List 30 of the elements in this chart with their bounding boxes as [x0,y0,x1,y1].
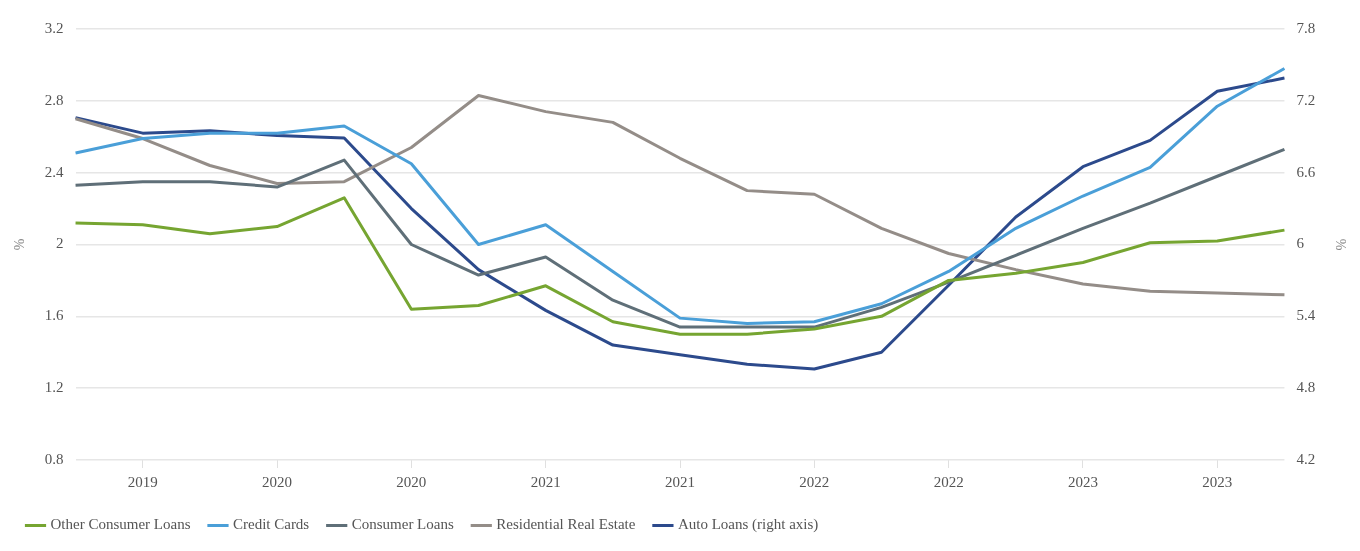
legend-label: Other Consumer Loans [50,516,191,533]
y2-tick-label: 6.6 [1296,163,1316,180]
y-axis-title: % [12,238,28,251]
y-tick-label: 1.2 [44,379,64,396]
y-tick-label: 3.2 [44,19,64,36]
x-tick-label: 2023 [1067,473,1098,490]
x-tick-label: 2021 [665,473,695,490]
y-tick-label: 1.6 [44,307,65,324]
legend-label: Auto Loans (right axis) [677,516,819,534]
legend-label: Credit Cards [232,516,310,533]
x-tick-label: 2019 [127,473,158,490]
legend-label: Residential Real Estate [496,516,636,533]
y2-tick-label: 6 [1296,235,1305,252]
y-tick-label: 2.8 [44,91,64,108]
x-tick-label: 2020 [396,473,427,490]
y2-tick-label: 5.4 [1296,307,1316,324]
y2-tick-label: 7.8 [1296,19,1316,36]
y-tick-label: 0.8 [44,450,64,467]
y2-tick-label: 4.2 [1296,450,1316,467]
x-tick-label: 2020 [262,473,293,490]
y2-tick-label: 4.8 [1296,379,1316,396]
x-tick-label: 2022 [799,473,830,490]
y2-axis-title: % [1332,238,1348,251]
y-tick-label: 2 [56,235,64,252]
legend-label: Consumer Loans [351,516,454,533]
y2-tick-label: 7.2 [1296,91,1316,108]
x-tick-label: 2023 [1202,473,1233,490]
x-tick-label: 2021 [530,473,561,490]
x-tick-label: 2022 [933,473,964,490]
y-tick-label: 2.4 [44,163,65,180]
